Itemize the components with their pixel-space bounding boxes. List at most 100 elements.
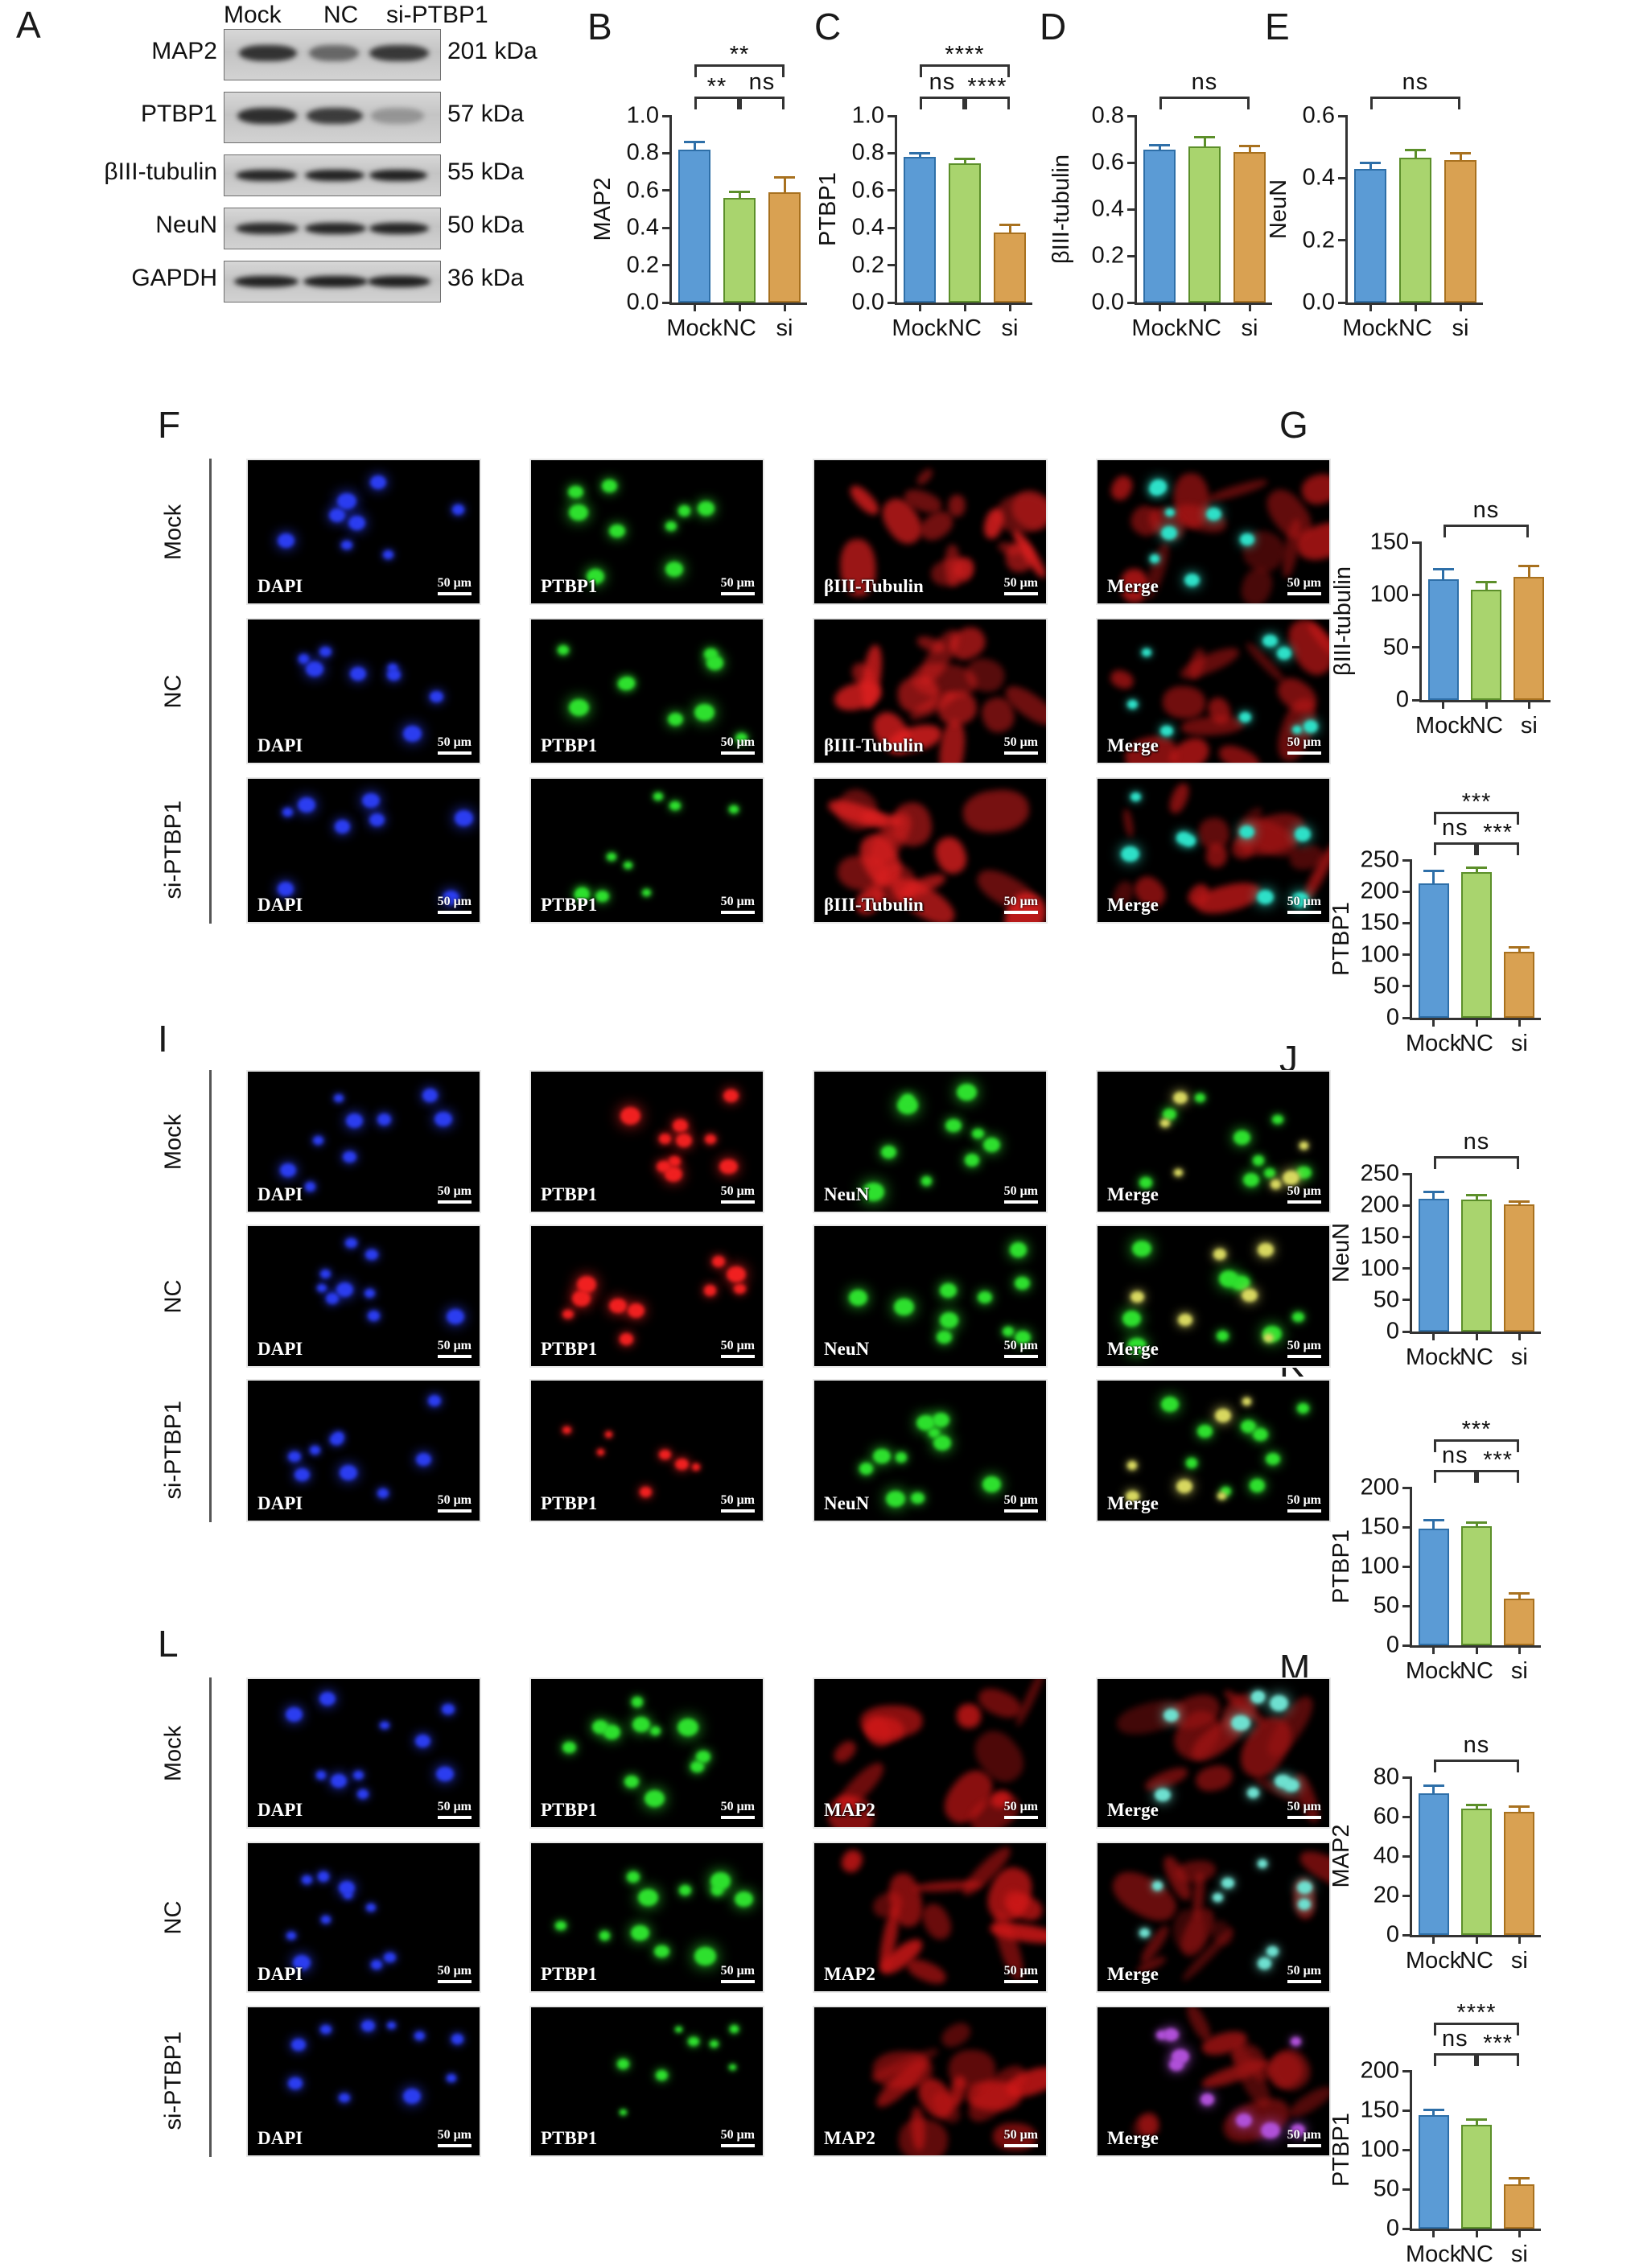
cell-nucleus [1174, 1168, 1184, 1177]
cell-cytoplasm [1244, 640, 1287, 685]
cell-nucleus [1220, 1486, 1231, 1496]
x-tick [738, 303, 741, 311]
scale-bar: 50 μm [437, 2128, 472, 2147]
cell-nucleus [1254, 1691, 1264, 1701]
y-tick [1402, 1815, 1412, 1818]
channel-label: Merge [1107, 895, 1159, 915]
cell-nucleus [364, 1288, 376, 1299]
significance-label: ns [1442, 815, 1468, 841]
chart-E: NeuN 0.0 0.2 0.4 0.6 Mock NC si ns [1266, 21, 1483, 343]
cell-nucleus [910, 1492, 925, 1504]
scale-bar-text: 50 μm [720, 576, 755, 590]
cell-nucleus [313, 1136, 324, 1146]
micrograph-row-label-nc: NC [160, 1279, 187, 1314]
bar-mock [1418, 883, 1449, 1018]
y-tick-label: 0 [1386, 1004, 1399, 1031]
cell-nucleus [380, 1721, 389, 1730]
bar-nc [1461, 871, 1492, 1018]
cell-cytoplasm [936, 718, 968, 763]
cell-nucleus [863, 1183, 885, 1201]
scale-bar: 50 μm [720, 735, 755, 755]
cell-nucleus [333, 1093, 344, 1103]
cell-nucleus [1009, 1242, 1028, 1257]
y-tick-label: 0.4 [851, 214, 884, 241]
blot-band [305, 223, 366, 234]
error-bar [1432, 871, 1435, 884]
cell-nucleus [596, 1449, 605, 1455]
blot-strip-0 [224, 29, 441, 80]
cell-nucleus [365, 1249, 378, 1261]
scale-bar: 50 μm [1287, 735, 1321, 755]
scale-bar: 50 μm [1287, 895, 1321, 914]
x-tick [1432, 1332, 1435, 1340]
error-bar-cap [1466, 1803, 1487, 1806]
cell-nucleus [620, 1107, 641, 1126]
y-tick-label: 60 [1373, 1803, 1399, 1830]
cell-nucleus [729, 2025, 739, 2033]
cell-nucleus [342, 1151, 356, 1163]
cell-cytoplasm [1180, 714, 1245, 738]
cell-nucleus [1240, 533, 1254, 546]
cell-nucleus [677, 1718, 699, 1737]
error-bar [1008, 225, 1011, 233]
y-tick-label: 150 [1360, 2097, 1399, 2123]
micrograph-image: βIII-Tubulin 50 μm [813, 618, 1048, 764]
micrograph-image: MAP2 50 μm [813, 2006, 1048, 2157]
cell-nucleus [677, 505, 691, 517]
error-bar [963, 160, 966, 164]
bar-nc [1461, 1809, 1492, 1935]
cell-nucleus [1258, 1957, 1272, 1970]
x-tick [1414, 303, 1417, 311]
cell-nucleus [415, 1452, 431, 1467]
cell-nucleus [442, 1703, 455, 1715]
cell-nucleus [723, 1089, 739, 1103]
x-tick [1518, 1645, 1521, 1654]
y-tick [1127, 254, 1137, 257]
y-tick-label: 0.2 [1091, 242, 1124, 269]
bar-si [1504, 2184, 1535, 2229]
bar-mock [678, 149, 710, 303]
cell-nucleus [360, 2019, 376, 2032]
significance-bracket [1433, 1439, 1520, 1452]
bar-si [1444, 159, 1476, 303]
blot-band [236, 170, 297, 181]
bar-si [1514, 577, 1545, 700]
scale-bar-line [1003, 751, 1038, 755]
x-tick-label-nc: NC [1469, 713, 1503, 739]
y-tick [1402, 1933, 1412, 1937]
blot-molecular-weight-3: 50 kDa [447, 212, 525, 238]
y-tick [662, 151, 672, 154]
cell-nucleus [562, 1426, 571, 1434]
error-bar [1432, 1521, 1435, 1529]
cell-nucleus [619, 1333, 633, 1345]
y-tick-label: 0.2 [851, 252, 884, 278]
y-tick [888, 226, 897, 229]
panel-letter-B: B [587, 6, 612, 47]
cell-nucleus [1176, 832, 1190, 844]
scale-bar-line [437, 2144, 472, 2147]
cell-nucleus [691, 1463, 700, 1471]
bar-mock [1418, 1793, 1449, 1935]
cell-nucleus [712, 1256, 726, 1267]
significance-label: ns [929, 69, 956, 95]
error-bar [1518, 1808, 1521, 1812]
cell-nucleus [1233, 1130, 1250, 1145]
panel-letter-G: G [1279, 404, 1308, 446]
cell-cytoplasm [916, 1899, 957, 1945]
cell-nucleus [939, 1283, 957, 1298]
cell-nucleus [971, 1128, 984, 1139]
channel-label: βIII-Tubulin [824, 895, 924, 915]
blot-lane-header-si-ptbp1: si-PTBP1 [386, 2, 488, 28]
cell-nucleus [637, 1888, 658, 1906]
significance-label: ns [1463, 1732, 1490, 1758]
y-tick-label: 0 [1395, 686, 1409, 713]
x-tick [1203, 303, 1206, 311]
y-tick [1402, 1854, 1412, 1858]
error-bar [1527, 567, 1530, 578]
cell-nucleus [302, 1875, 313, 1884]
significance-label: *** [1483, 1447, 1514, 1473]
scale-bar: 50 μm [1003, 1339, 1038, 1358]
x-tick-label-si: si [1510, 1948, 1528, 1974]
channel-label: DAPI [257, 1339, 303, 1359]
cell-nucleus [427, 1394, 442, 1406]
